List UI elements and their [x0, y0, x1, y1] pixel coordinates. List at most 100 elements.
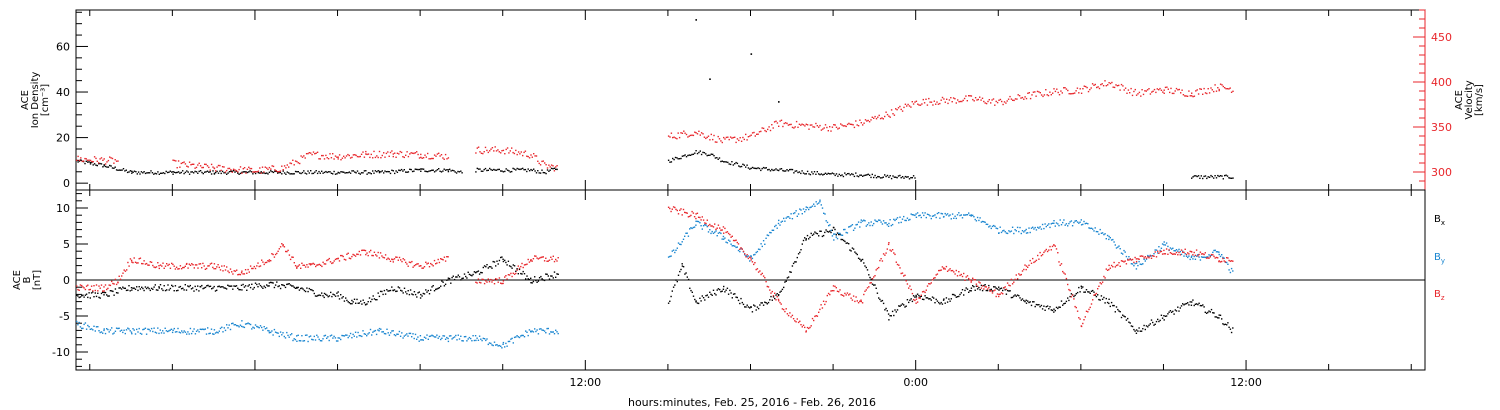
by-point [337, 340, 339, 342]
bx-point [117, 292, 119, 294]
by-point [879, 219, 881, 221]
bz-point [383, 257, 386, 259]
bz-point [155, 266, 158, 268]
bx-point [1208, 310, 1210, 312]
bx-point [122, 286, 124, 288]
bx-point [443, 285, 446, 287]
density-point [322, 172, 324, 174]
bx-point [438, 287, 441, 289]
bx-point [985, 289, 987, 292]
by-point [254, 324, 257, 326]
bz-point [797, 321, 800, 324]
density-point [164, 172, 166, 175]
bx-point [1127, 317, 1129, 320]
velocity-point [190, 164, 192, 166]
by-point [989, 225, 991, 227]
density-point [91, 161, 93, 164]
by-point [771, 229, 773, 231]
bz-point [213, 268, 215, 270]
density-point [835, 173, 838, 175]
by-point [532, 331, 535, 333]
bx-point [402, 292, 404, 294]
density-point [506, 169, 509, 171]
bx-point [421, 295, 423, 297]
by-point [1159, 249, 1161, 252]
by-point [1213, 249, 1215, 252]
by-point [309, 335, 312, 337]
bz-point [933, 277, 935, 279]
bz-point [866, 287, 869, 289]
bx-point [89, 297, 91, 299]
by-point [407, 335, 409, 337]
by-point [751, 257, 754, 260]
bx-point [734, 293, 736, 295]
by-point [399, 335, 402, 337]
bz-point [306, 264, 308, 266]
velocity-point [1098, 87, 1101, 90]
density-point [399, 169, 401, 172]
bx-point [1170, 311, 1173, 313]
bx-point [723, 285, 725, 288]
velocity-point [278, 170, 280, 173]
by-point [366, 335, 368, 337]
by-point [238, 326, 240, 328]
velocity-point [794, 126, 796, 128]
density-point [746, 164, 748, 166]
bx-point [741, 301, 743, 304]
density-point [201, 171, 203, 174]
bz-point [546, 260, 548, 262]
bz-point [244, 269, 247, 271]
velocity-point [505, 148, 507, 151]
bx-point [881, 299, 884, 302]
by-point [774, 225, 776, 228]
velocity-point [246, 168, 249, 170]
density-point [513, 168, 516, 170]
by-point [390, 332, 392, 334]
bx-point [392, 289, 394, 292]
velocity-point [230, 169, 232, 171]
bx-point [974, 289, 976, 291]
bz-point [1200, 253, 1203, 255]
by-point [338, 337, 341, 339]
density-point [162, 172, 165, 174]
by-point [460, 335, 462, 337]
bx-point [1228, 326, 1230, 328]
velocity-point [815, 122, 817, 125]
density-point [424, 170, 426, 172]
density-point [272, 171, 275, 174]
bz-point [1168, 249, 1170, 251]
bz-point [685, 212, 687, 214]
density-point [713, 155, 715, 157]
bx-point [502, 260, 505, 263]
bz-point [924, 291, 926, 294]
bz-point [1140, 255, 1143, 257]
density-point [879, 177, 882, 179]
density-point [343, 171, 345, 173]
bx-point [1080, 287, 1083, 289]
velocity-point [1171, 92, 1174, 95]
by-point [1104, 233, 1106, 235]
by-point [111, 327, 113, 329]
velocity-point [893, 114, 896, 116]
density-point [373, 172, 375, 174]
bx-point [87, 296, 89, 299]
bx-point [961, 289, 964, 291]
by-point [536, 329, 538, 331]
bx-point [95, 295, 98, 298]
bx-point [1180, 305, 1183, 307]
by-point [154, 331, 156, 333]
bx-point [873, 284, 875, 286]
by-point [723, 238, 725, 240]
bx-point [976, 288, 979, 290]
velocity-point [841, 124, 843, 126]
bx-point [194, 285, 196, 288]
bz-point [1045, 248, 1047, 251]
bz-point [846, 292, 849, 294]
by-point [899, 216, 901, 218]
density-point [109, 164, 111, 167]
by-point [843, 228, 845, 231]
bz-point [1142, 255, 1144, 257]
density-point [266, 172, 268, 174]
by-point [152, 330, 154, 333]
bx-point [197, 285, 199, 287]
